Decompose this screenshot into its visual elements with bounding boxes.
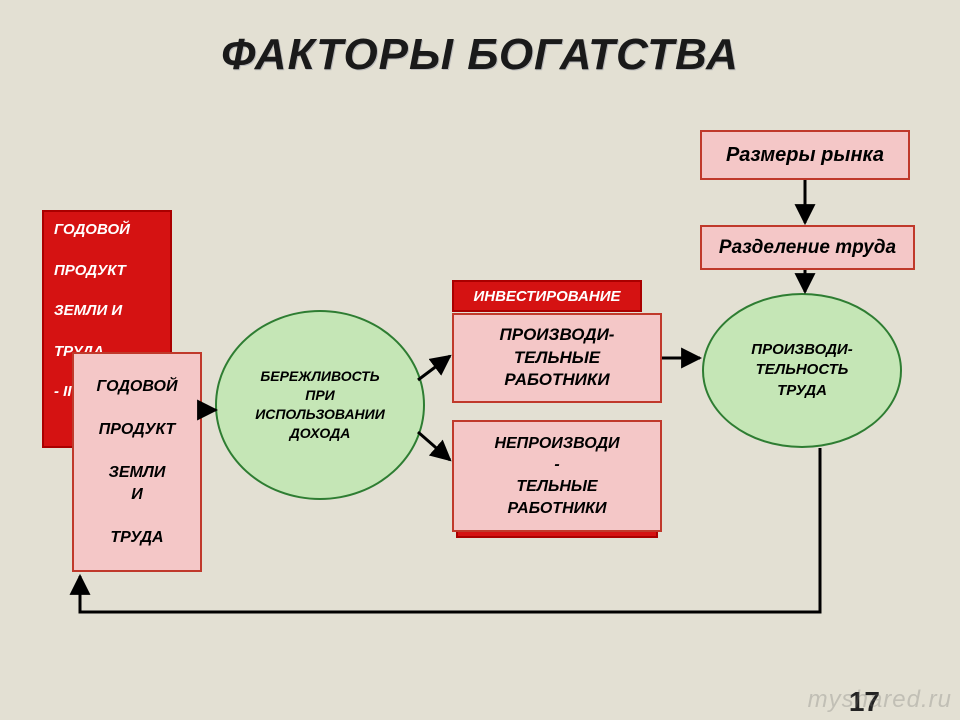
watermark: myshared.ru bbox=[808, 686, 952, 714]
ellipse-productivity: ПРОИЗВОДИ- ТЕЛЬНОСТЬ ТРУДА bbox=[702, 293, 902, 448]
arrow-thrift-to-prodworkers bbox=[418, 356, 450, 380]
box-year-prod-front: ГОДОВОЙ ПРОДУКТ ЗЕМЛИ И ТРУДА bbox=[72, 352, 202, 572]
ellipse-productivity-text: ПРОИЗВОДИ- ТЕЛЬНОСТЬ ТРУДА bbox=[751, 340, 852, 401]
box-prod-workers-text: ПРОИЗВОДИ- ТЕЛЬНЫЕ РАБОТНИКИ bbox=[500, 324, 615, 393]
box-prod-workers: ПРОИЗВОДИ- ТЕЛЬНЫЕ РАБОТНИКИ bbox=[452, 313, 662, 403]
box-nonprod-workers: НЕПРОИЗВОДИ - ТЕЛЬНЫЕ РАБОТНИКИ bbox=[452, 420, 662, 532]
box-market-size-text: Размеры рынка bbox=[726, 144, 884, 167]
arrow-thrift-to-nonprodworkers bbox=[418, 432, 450, 460]
label-investing: ИНВЕСТИРОВАНИЕ bbox=[452, 280, 642, 312]
box-division-labor-text: Разделение труда bbox=[719, 237, 896, 259]
box-division-labor: Разделение труда bbox=[700, 225, 915, 270]
box-nonprod-workers-text: НЕПРОИЗВОДИ - ТЕЛЬНЫЕ РАБОТНИКИ bbox=[494, 433, 619, 519]
ellipse-thrift-text: БЕРЕЖЛИВОСТЬ ПРИ ИСПОЛЬЗОВАНИИ ДОХОДА bbox=[255, 367, 385, 443]
box-year-prod-front-text: ГОДОВОЙ ПРОДУКТ ЗЕМЛИ И ТРУДА bbox=[97, 376, 178, 549]
box-market-size: Размеры рынка bbox=[700, 130, 910, 180]
slide-title: ФАКТОРЫ БОГАТСТВА bbox=[0, 30, 960, 80]
label-investing-text: ИНВЕСТИРОВАНИЕ bbox=[473, 288, 620, 305]
ellipse-thrift: БЕРЕЖЛИВОСТЬ ПРИ ИСПОЛЬЗОВАНИИ ДОХОДА bbox=[215, 310, 425, 500]
